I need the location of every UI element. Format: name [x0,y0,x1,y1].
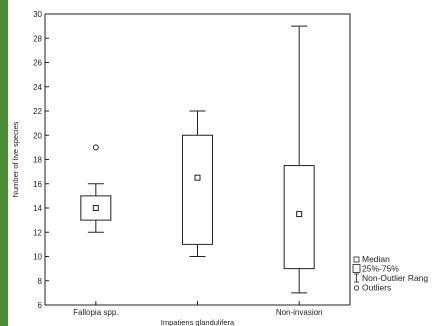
y-axis-label: Number of live species [11,121,20,197]
legend-median-icon [353,256,360,263]
legend-outlier-icon [353,285,360,291]
x-tick-label: Non-invasion [276,308,323,317]
x-axis-label: Impatiens glandulifera [161,318,235,326]
legend-label: 25%-75% [362,264,399,274]
y-tick-label: 24 [33,83,42,92]
median-marker [296,211,303,218]
y-tick-label: 16 [33,180,42,189]
iqr-box [283,165,315,270]
y-tick-label: 10 [33,253,42,262]
legend-label: Outliers [362,283,391,293]
iqr-box [182,134,213,245]
y-ticks: 6 8 10 12 14 16 18 20 22 24 26 28 30 [33,10,49,310]
x-category-labels: Fallopia spp. Non-invasion [73,301,323,317]
y-tick-label: 20 [33,131,42,140]
median-marker [92,205,99,211]
y-tick-label: 30 [33,10,42,19]
y-tick-label: 6 [38,301,43,310]
legend-label: Non-Outlier Rang [362,273,428,283]
y-tick-label: 22 [33,107,42,116]
y-tick-label: 8 [38,277,43,286]
boxes [80,25,315,294]
y-tick-label: 28 [33,34,42,43]
legend-label: Median [362,254,390,264]
median-marker [194,174,201,181]
legend-box-icon [352,264,361,273]
y-tick-label: 14 [33,204,42,213]
outlier-point [92,144,99,151]
x-tick-label: Fallopia spp. [73,308,118,317]
y-tick-label: 12 [33,228,42,237]
y-tick-label: 18 [33,156,42,165]
boxplot-chart: 6 8 10 12 14 16 18 20 22 24 26 28 30 Fallopia spp. No… [11,10,428,326]
y-tick-label: 26 [33,59,42,68]
chart-panel: 6 8 10 12 14 16 18 20 22 24 26 28 30 Fallopia spp. No… [8,0,438,326]
